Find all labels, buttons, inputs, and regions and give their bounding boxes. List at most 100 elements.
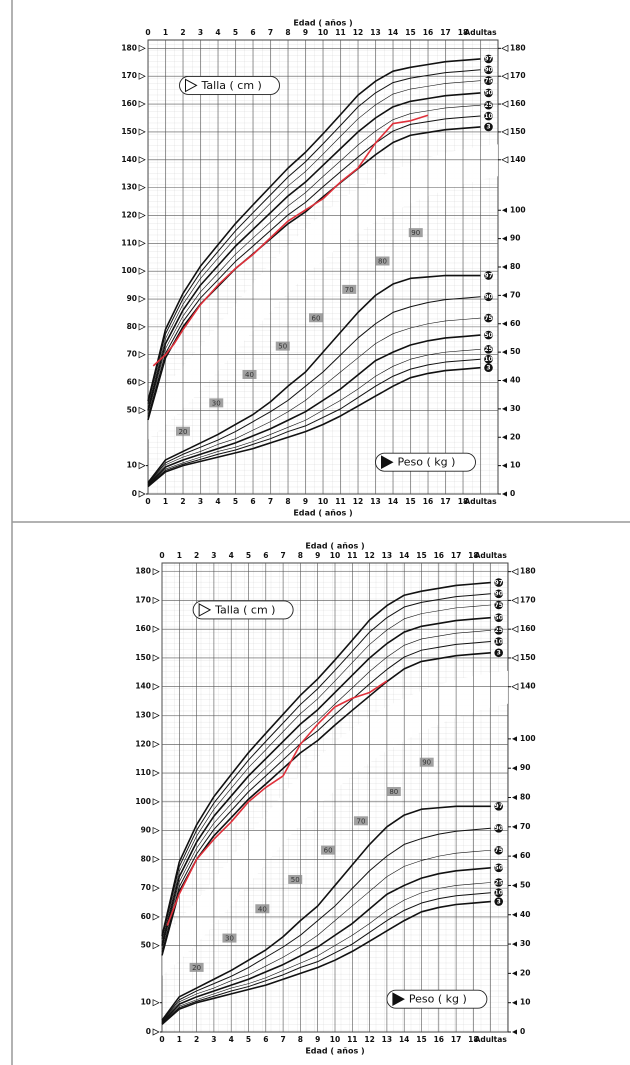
x-tick-label: 2 <box>180 28 185 37</box>
y-tick-label: 90 <box>127 294 137 303</box>
y2-tick-label: 100 <box>510 205 526 214</box>
y-tick-label: 60 <box>127 378 137 387</box>
x-tick-label: 6 <box>250 497 255 506</box>
y2-tick-label: 30 <box>510 404 520 413</box>
x-tick-label: 16 <box>423 28 433 37</box>
x-tick-label: 12 <box>364 551 374 560</box>
x-tick-label: 17 <box>440 28 450 37</box>
percentile-label: 97 <box>495 579 503 586</box>
x-tick-label: 12 <box>353 497 363 506</box>
y-tick-label: 90 <box>141 826 151 835</box>
x-tick-label: 9 <box>315 1035 320 1044</box>
band-mark: 60 <box>312 314 321 322</box>
band-mark: 70 <box>356 817 365 825</box>
y2-tick-label: 50 <box>510 347 520 356</box>
x-tick-label: 0 <box>145 28 150 37</box>
x-tick-label: 3 <box>198 497 203 506</box>
y-tick-label: 130 <box>135 710 151 719</box>
x-tick-label: 17 <box>451 1035 461 1044</box>
y2-left-tick-label: 0 <box>146 1027 151 1036</box>
x-axis-title: Edad ( años ) <box>305 1047 364 1056</box>
y2-tick-label: 20 <box>510 432 520 441</box>
y-tick-label: 110 <box>121 238 137 247</box>
x-tick-label: 9 <box>315 551 320 560</box>
x-tick-label: 15 <box>416 551 426 560</box>
percentile-label: 10 <box>484 113 492 120</box>
x-tick-label: 1 <box>163 497 168 506</box>
x-tick-label: 17 <box>440 497 450 506</box>
y-tick-label: 170 <box>121 71 137 80</box>
y2-tick-label: 70 <box>520 822 530 831</box>
y2-tick-label: 20 <box>520 968 530 977</box>
y2-left-tick-label: 10 <box>141 998 151 1007</box>
x-tick-label: 14 <box>399 551 409 560</box>
percentile-label: 3 <box>497 898 501 905</box>
x-tick-label: 0 <box>159 551 164 560</box>
y-tick-label: 110 <box>135 768 151 777</box>
y-tick-label: 70 <box>127 350 137 359</box>
x-tick-label: 12 <box>364 1035 374 1044</box>
x-tick-label: 1 <box>177 1035 182 1044</box>
x-tick-label: 2 <box>194 551 199 560</box>
x-tick-label: 1 <box>177 551 182 560</box>
y-tick-label: 150 <box>121 127 137 136</box>
percentile-label: 90 <box>484 67 492 74</box>
height-label: Talla ( cm ) <box>201 79 262 92</box>
y-tick-label: 170 <box>135 595 151 604</box>
x-axis-title: Edad ( años ) <box>293 509 352 518</box>
x-axis-title: Edad ( años ) <box>305 542 364 551</box>
y-right-tick-label: 170 <box>510 71 526 80</box>
y2-tick-label: 30 <box>520 939 530 948</box>
percentile-label: 10 <box>495 890 503 897</box>
y-right-tick-label: 150 <box>510 127 526 136</box>
y2-tick-label: 60 <box>520 851 530 860</box>
percentile-label: 97 <box>495 803 503 810</box>
y2-tick-label: 0 <box>520 1027 525 1036</box>
y-tick-label: 80 <box>141 854 151 863</box>
x-tick-label: 10 <box>318 28 328 37</box>
x-tick-label: 0 <box>145 497 150 506</box>
band-mark: 20 <box>192 964 201 972</box>
x-tick-label: 13 <box>382 1035 392 1044</box>
x-tick-label: 8 <box>298 1035 303 1044</box>
band-mark: 90 <box>422 759 431 767</box>
y-tick-label: 180 <box>135 567 151 576</box>
y-tick-label: 120 <box>135 739 151 748</box>
x-tick-label: 16 <box>434 1035 444 1044</box>
x-tick-label: 8 <box>285 28 290 37</box>
percentile-label: 97 <box>484 56 492 63</box>
x-tick-label: 15 <box>405 28 415 37</box>
band-mark: 90 <box>411 229 420 237</box>
y-tick-label: 100 <box>135 797 151 806</box>
y-right-tick-label: 140 <box>510 155 526 164</box>
y-right-tick-label: 180 <box>520 567 536 576</box>
x-tick-label: 1 <box>163 28 168 37</box>
x-tick-label: 15 <box>416 1035 426 1044</box>
percentile-label: 90 <box>495 591 503 598</box>
x-tick-label: 5 <box>246 551 251 560</box>
y-right-tick-label: 140 <box>520 682 536 691</box>
y2-tick-label: 10 <box>520 998 530 1007</box>
percentile-label: 50 <box>495 614 503 621</box>
y-tick-label: 120 <box>121 210 137 219</box>
y-tick-label: 80 <box>127 322 137 331</box>
x-tick-label: 5 <box>233 497 238 506</box>
x-tick-label: 2 <box>194 1035 199 1044</box>
band-mark: 80 <box>378 258 387 266</box>
y2-tick-label: 100 <box>520 734 536 743</box>
x-tick-label: 13 <box>370 28 380 37</box>
x-tick-label: 8 <box>298 551 303 560</box>
x-tick-label: 3 <box>211 551 216 560</box>
x-tick-label: 11 <box>347 551 357 560</box>
band-mark: 20 <box>179 428 188 436</box>
percentile-label: 10 <box>484 356 492 363</box>
y2-tick-label: 90 <box>510 234 520 243</box>
x-tick-label: Adultas <box>475 1035 508 1044</box>
y2-tick-label: 40 <box>520 910 530 919</box>
x-tick-label: 10 <box>330 1035 340 1044</box>
x-tick-label: 6 <box>250 28 255 37</box>
x-tick-label: 13 <box>370 497 380 506</box>
x-tick-label: 16 <box>423 497 433 506</box>
band-mark: 30 <box>225 935 234 943</box>
y-tick-label: 180 <box>121 43 137 52</box>
